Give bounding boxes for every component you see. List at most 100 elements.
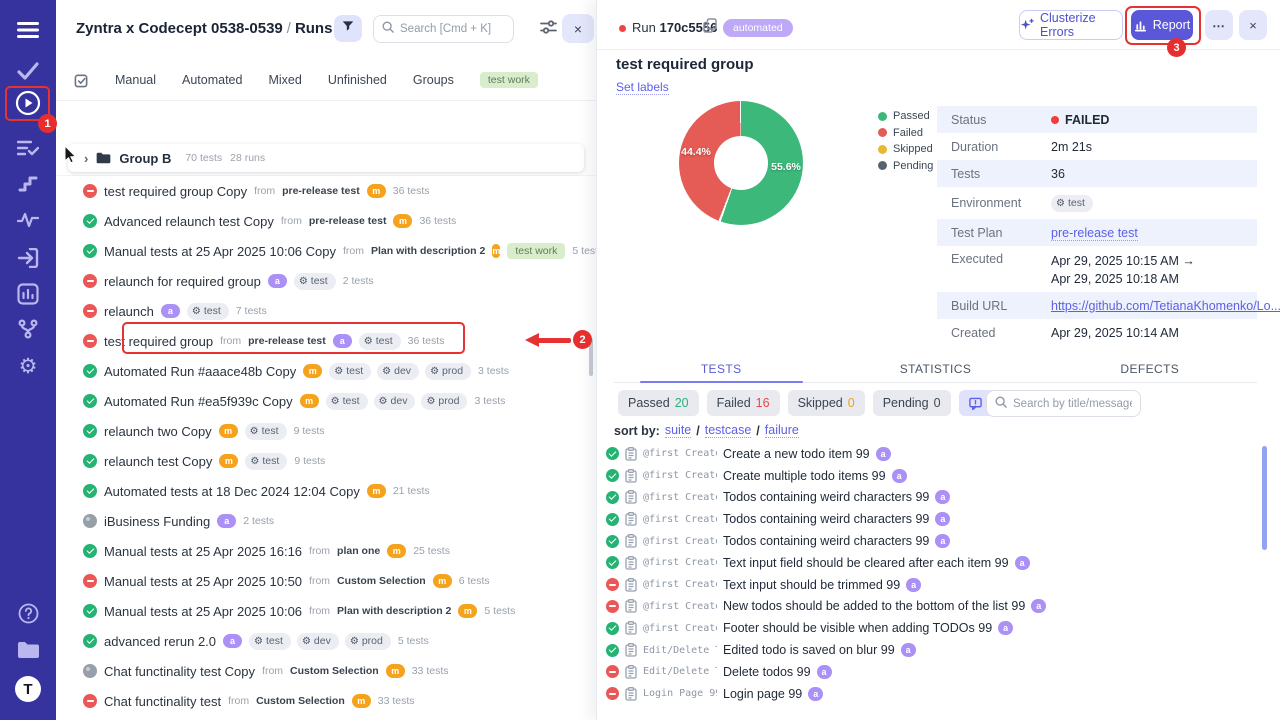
detail-close-button[interactable]: × [1239,10,1267,40]
panel-close-button[interactable]: × [562,14,594,43]
tests-search-input[interactable] [1013,397,1132,410]
test-list-item[interactable]: @first Create… Text input field should b… [597,552,1280,574]
group-name: Group B [119,150,172,166]
test-type-badge: a [935,490,951,505]
tests-search[interactable] [986,390,1141,417]
scrollbar-thumb[interactable] [589,338,593,376]
environment-chip: ⚙ test [1051,194,1093,212]
run-list-item[interactable]: Automated Run #aaace48b Copy m ⚙ test ⚙ dev… [56,356,596,386]
set-labels-link[interactable]: Set labels [616,80,669,95]
gear-icon: ⚙ [349,635,359,647]
test-list-item[interactable]: @first Create… Todos containing weird ch… [597,508,1280,530]
run-list-item[interactable]: iBusiness Funding a 2 tests [56,506,596,536]
test-list-item[interactable]: @first Create… Todos containing weird ch… [597,487,1280,509]
check-icon[interactable] [0,56,56,86]
run-list-item[interactable]: Automated Run #ea5f939c Copy m ⚙ test ⚙ dev… [56,386,596,416]
run-list-item[interactable]: test required group Copy from pre-releas… [56,176,596,206]
annotation-arrow-2 [525,333,571,347]
import-icon[interactable] [0,243,56,273]
filter-tag-badge[interactable]: test work [479,72,538,88]
chevron-right-icon[interactable]: › [84,150,89,166]
run-list-item[interactable]: Chat functinality test from Custom Selec… [56,686,596,716]
run-title: Manual tests at 25 Apr 2025 10:06 [104,603,303,619]
test-list-item[interactable]: @first Create… New todos should be added… [597,596,1280,618]
run-list-item[interactable]: test required group from pre-release tes… [56,326,596,356]
run-list-item[interactable]: Manual tests at 25 Apr 2025 16:16 from p… [56,536,596,566]
group-tests-count: 70 tests [185,152,223,164]
run-from-label: from [309,545,331,557]
steps-icon[interactable] [0,168,56,198]
search-icon [382,20,394,38]
tab-statistics[interactable]: STATISTICS [899,362,972,376]
more-options-button[interactable]: ⋯ [1205,10,1233,40]
test-plan-link[interactable]: pre-release test [1051,225,1138,241]
run-list-item[interactable]: Chat functinality test Copy from Custom … [56,656,596,686]
play-circle-icon[interactable] [0,88,56,118]
list-check-icon[interactable] [0,133,56,163]
report-icon[interactable] [0,279,56,309]
run-list-item[interactable]: Manual tests at 25 Apr 2025 10:06 from P… [56,596,596,626]
filter-chip-skipped[interactable]: Skipped 0 [787,390,865,416]
runs-search[interactable] [373,15,514,43]
test-list-item[interactable]: @first Create… Create a new todo item 99… [597,443,1280,465]
sort-by-testcase[interactable]: testcase [704,423,752,438]
run-type-badge: m [219,454,239,468]
select-all-icon[interactable] [74,73,89,88]
branch-icon[interactable] [0,314,56,344]
tab-mixed[interactable]: Mixed [268,73,302,87]
tab-tests[interactable]: TESTS [614,356,828,383]
test-list-item[interactable]: @first Create… Create multiple todo item… [597,465,1280,487]
avatar-t[interactable]: T [0,674,56,704]
adjustments-icon[interactable] [540,19,557,40]
tab-manual[interactable]: Manual [115,73,156,87]
run-list-item[interactable]: Manual tests at 25 Apr 2025 10:06 Copy f… [56,236,603,266]
build-url-link[interactable]: https://github.com/TetianaKhomenko/Lo... [1051,298,1280,313]
clipboard-icon [625,577,637,592]
filter-button[interactable] [334,15,362,42]
run-list-item[interactable]: advanced rerun 2.0 a ⚙ test ⚙ dev ⚙ prod 5 te… [56,626,596,656]
test-list-item[interactable]: @first Create… Text input should be trim… [597,574,1280,596]
runs-filter-tabs: Manual Automated Mixed Unfinished Groups… [74,66,538,94]
filter-chip-passed[interactable]: Passed 20 [618,390,699,416]
sort-by-suite[interactable]: suite [664,423,692,438]
pulse-icon[interactable] [0,205,56,235]
run-list-item[interactable]: Advanced relaunch test Copy from pre-rel… [56,206,596,236]
run-list-item[interactable]: relaunch test Copy m ⚙ test 9 tests [56,446,596,476]
help-icon[interactable] [0,598,56,628]
group-row[interactable]: › Group B 70 tests 28 runs [68,144,584,172]
filter-count: 16 [755,396,770,410]
filter-chip-failed[interactable]: Failed 16 [706,390,780,416]
test-list-item[interactable]: Edit/Delete T… Edited todo is saved on b… [597,639,1280,661]
tab-groups[interactable]: Groups [412,73,454,87]
tab-automated[interactable]: Automated [182,73,243,87]
filter-chip-pending[interactable]: Pending 0 [872,390,951,416]
folder-icon[interactable] [0,635,56,665]
clusterize-errors-button[interactable]: Clusterize Errors [1019,10,1123,40]
menu-icon[interactable] [0,15,56,45]
tab-unfinished[interactable]: Unfinished [327,73,387,87]
run-list-item[interactable]: relaunch for required group a ⚙ test 2 te… [56,266,596,296]
sort-by-failure[interactable]: failure [764,423,799,438]
test-status-icon [606,687,619,701]
gear-icon[interactable]: ⚙ [18,354,38,378]
copy-icon[interactable] [703,18,717,38]
run-title: test required group Copy [104,183,248,199]
tab-defects[interactable]: DEFECTS [1120,362,1180,376]
run-env-chips: ⚙ test ⚙ dev ⚙ prod [325,392,468,410]
run-list-item[interactable]: Automated tests at 18 Dec 2024 12:04 Cop… [56,476,596,506]
run-id-label: Run 170c5556 [632,20,718,35]
test-list-item[interactable]: Login Page 99 Login page 99 a [597,683,1280,705]
test-list-item[interactable]: @first Create… Todos containing weird ch… [597,530,1280,552]
run-list-item[interactable]: Manual tests at 25 Apr 2025 10:50 from C… [56,566,596,596]
report-button[interactable]: Report [1131,10,1193,40]
search-input[interactable] [400,23,505,35]
info-row: Status FAILED [937,106,1257,133]
test-title: Edited todo is saved on blur 99 [723,643,895,658]
run-status-icon [83,484,97,498]
run-status-icon [83,424,97,438]
test-list-item[interactable]: @first Create… Footer should be visible … [597,617,1280,639]
scrollbar-thumb[interactable] [1262,446,1267,550]
test-list-item[interactable]: Edit/Delete T… Delete todos 99 a [597,661,1280,683]
run-list-item[interactable]: relaunch a ⚙ test 7 tests [56,296,596,326]
run-list-item[interactable]: relaunch two Copy m ⚙ test 9 tests [56,416,596,446]
